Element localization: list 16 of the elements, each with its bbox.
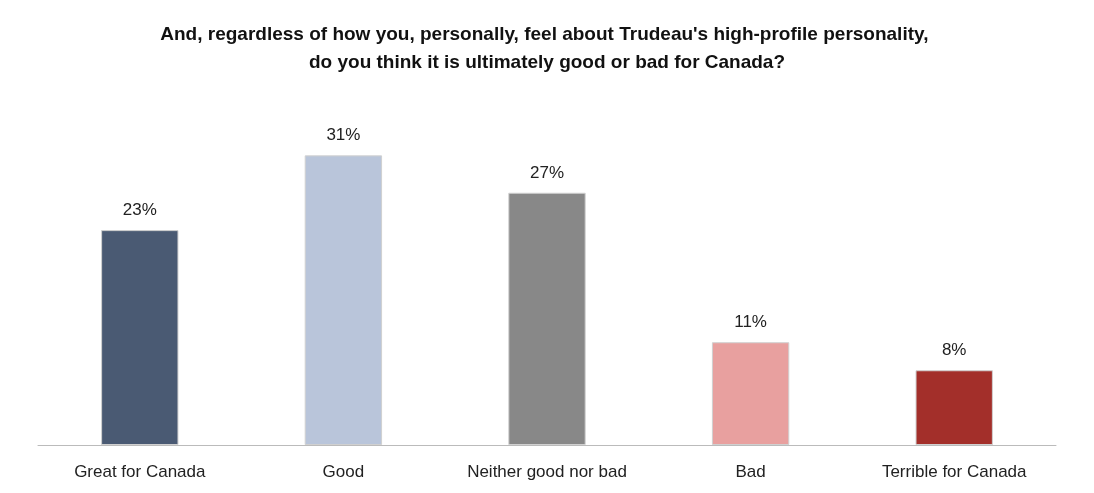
data-label: 23% (122, 200, 157, 220)
bar (711, 342, 790, 445)
data-label: 11% (734, 312, 767, 332)
data-label: 31% (326, 125, 361, 145)
bar (101, 230, 179, 445)
bar (508, 192, 586, 445)
bar (915, 370, 993, 445)
x-tick-label: Terrible for Canada (881, 462, 1028, 481)
x-tick-label: Neither good nor bad (467, 462, 627, 481)
bar (304, 155, 383, 445)
data-label: 8% (941, 340, 967, 360)
x-tick-label: Bad (735, 462, 766, 481)
x-tick-label: Good (322, 462, 365, 481)
x-tick-label: Great for Canada (74, 462, 207, 481)
data-label: 27% (529, 162, 565, 182)
chart-title: And, regardless of how you, personally, feel about Trudeau's high-profile personality, do you think it is ultimately good or bad for Canada? (160, 22, 934, 72)
